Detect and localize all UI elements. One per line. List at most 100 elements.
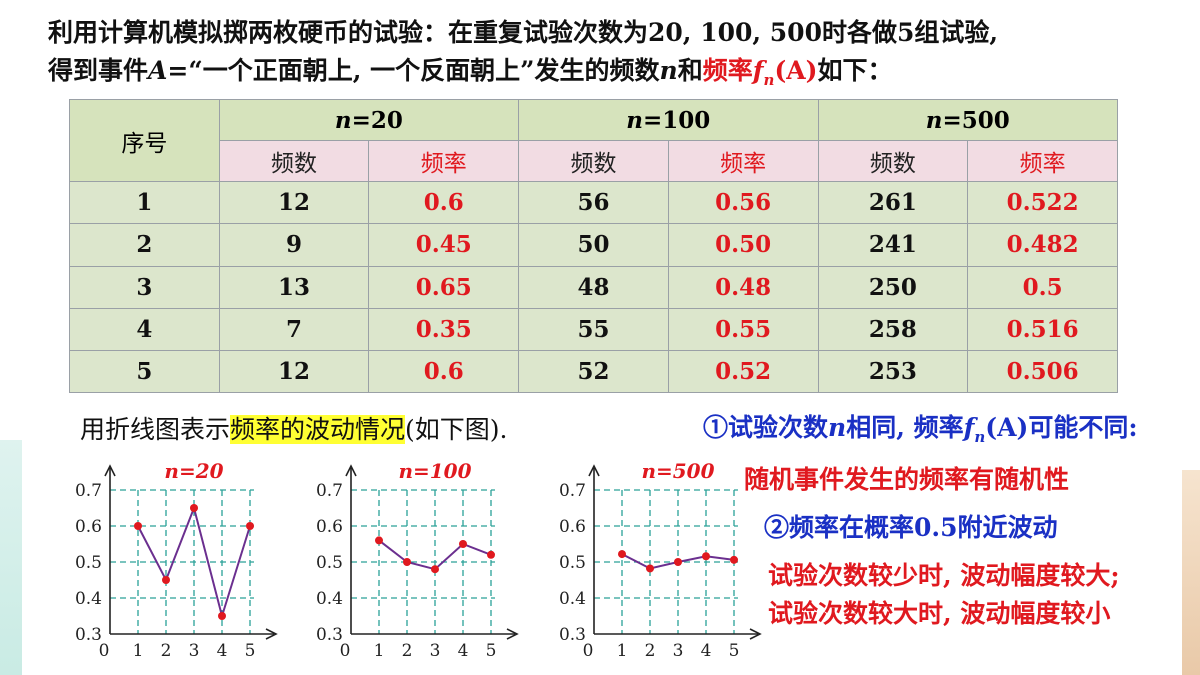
y-tick-label: 0.6	[316, 517, 343, 537]
group-value: =500	[942, 106, 1010, 134]
rate-header: 频率	[368, 140, 520, 183]
y-axis-arrow	[104, 464, 116, 477]
x-tick-label: 3	[189, 641, 200, 661]
rate-header: 频率	[967, 140, 1118, 183]
x-tick-label: 1	[617, 641, 628, 661]
rate-cell: 0.516	[967, 307, 1118, 351]
y-tick-label: 0.3	[316, 625, 343, 645]
y-axis-arrow	[588, 464, 600, 477]
intro-text-c: 和	[677, 56, 703, 85]
f-argument: (A)	[774, 56, 818, 85]
data-point	[618, 550, 626, 559]
right-edge-decoration	[1182, 470, 1200, 675]
rate-cell: 0.5	[967, 265, 1118, 309]
x-tick-label: 0	[99, 641, 110, 661]
x-tick-label: 3	[673, 641, 684, 661]
rate-cell: 0.48	[667, 265, 819, 309]
f-subscript: n	[763, 71, 775, 89]
intro-text-b: =“一个正面朝上, 一个反面朝上”发生的频数	[167, 56, 660, 85]
count-cell: 12	[218, 349, 370, 394]
table-row: 5 12 0.6 52 0.52 253 0.506	[69, 349, 1118, 394]
note-1-b: 相同, 频率	[846, 413, 964, 442]
intro-text: 利用计算机模拟掷两枚硬币的试验：在重复试验次数为20, 100, 500时各做5…	[48, 14, 1178, 99]
chart-title: n=100	[398, 459, 471, 483]
y-tick-label: 0.5	[316, 553, 343, 573]
caption-before: 用折线图表示	[80, 415, 231, 444]
note-1-f: f	[963, 413, 975, 442]
seq-header: 序号	[69, 98, 220, 183]
y-tick-label: 0.7	[559, 481, 586, 501]
intro-line-2: 得到事件A=“一个正面朝上, 一个反面朝上”发生的频数n和频率fn(A)如下：	[48, 52, 1178, 99]
x-tick-label: 4	[217, 641, 228, 661]
data-point	[459, 540, 467, 548]
data-point	[403, 558, 411, 566]
y-tick-label: 0.4	[559, 589, 586, 609]
y-tick-label: 0.5	[559, 553, 586, 573]
n-symbol: n	[659, 56, 678, 85]
table-header-row: 序号 n=20 n=100 n =500	[69, 98, 1119, 183]
x-axis-arrow	[749, 628, 762, 640]
group-n-label: n	[334, 106, 352, 134]
x-tick-label: 5	[245, 641, 256, 661]
frequency-rate-term: 频率fn(A)	[702, 56, 818, 89]
x-tick-label: 0	[340, 641, 351, 661]
count-header: 频数	[518, 140, 669, 183]
rate-cell: 0.56	[667, 181, 819, 225]
count-header: 频数	[218, 140, 370, 183]
x-tick-label: 0	[583, 641, 594, 661]
chart-title: n=500	[641, 459, 714, 483]
data-point	[162, 576, 170, 584]
results-table: 序号 n=20 n=100 n =500 频数 频率 频数 频率 频数 频率 1 …	[69, 98, 1119, 394]
rate-cell: 0.506	[967, 349, 1118, 394]
group-header-20: n=20	[218, 98, 520, 142]
x-tick-label: 2	[161, 641, 172, 661]
f-symbol: f	[752, 56, 764, 85]
intro-text-end: 如下：	[817, 56, 893, 85]
table-row: 1 12 0.6 56 0.56 261 0.522	[69, 181, 1118, 225]
group-header-100: n=100	[518, 98, 819, 142]
note-3: ②频率在概率0.5附近波动	[764, 513, 1058, 542]
rate-cell: 0.6	[368, 349, 520, 394]
rate-cell: 0.45	[368, 223, 520, 267]
note-1-sub: n	[974, 428, 986, 446]
left-edge-decoration	[0, 440, 22, 675]
data-point	[702, 552, 710, 561]
rate-cell: 0.65	[368, 265, 520, 309]
seq-cell: 2	[69, 223, 220, 267]
y-axis-arrow	[345, 464, 357, 477]
rate-word: 频率	[702, 56, 753, 85]
count-cell: 50	[518, 223, 669, 267]
y-tick-label: 0.3	[559, 625, 586, 645]
note-2: 随机事件发生的频率有随机性	[744, 465, 1070, 494]
data-point	[646, 564, 654, 573]
x-tick-label: 2	[402, 641, 413, 661]
note-1-n: n	[828, 413, 847, 442]
seq-cell: 1	[69, 181, 220, 225]
count-cell: 258	[817, 307, 969, 351]
x-axis-arrow	[265, 628, 278, 640]
count-cell: 52	[518, 349, 669, 394]
data-point	[246, 522, 254, 530]
table-subheader-row: 频数 频率 频数 频率 频数 频率	[70, 140, 1118, 183]
count-cell: 241	[817, 223, 969, 267]
y-tick-label: 0.6	[75, 517, 102, 537]
event-a-symbol: A	[148, 56, 168, 85]
y-tick-label: 0.7	[316, 481, 343, 501]
x-axis-arrow	[506, 628, 519, 640]
y-tick-label: 0.7	[75, 481, 102, 501]
data-point	[218, 612, 226, 620]
note-1-a: ①试验次数	[703, 413, 829, 442]
data-point	[375, 536, 383, 545]
intro-text-a: 得到事件	[48, 56, 149, 85]
y-tick-label: 0.4	[316, 589, 343, 609]
rate-cell: 0.35	[368, 307, 520, 351]
note-1-paren: (A)	[985, 413, 1029, 442]
y-tick-label: 0.5	[75, 553, 102, 573]
data-point	[134, 522, 142, 530]
data-point	[431, 565, 439, 574]
seq-cell: 4	[69, 307, 220, 351]
count-cell: 12	[218, 181, 370, 225]
x-tick-label: 1	[374, 641, 385, 661]
caption-after: (如下图).	[405, 415, 508, 444]
